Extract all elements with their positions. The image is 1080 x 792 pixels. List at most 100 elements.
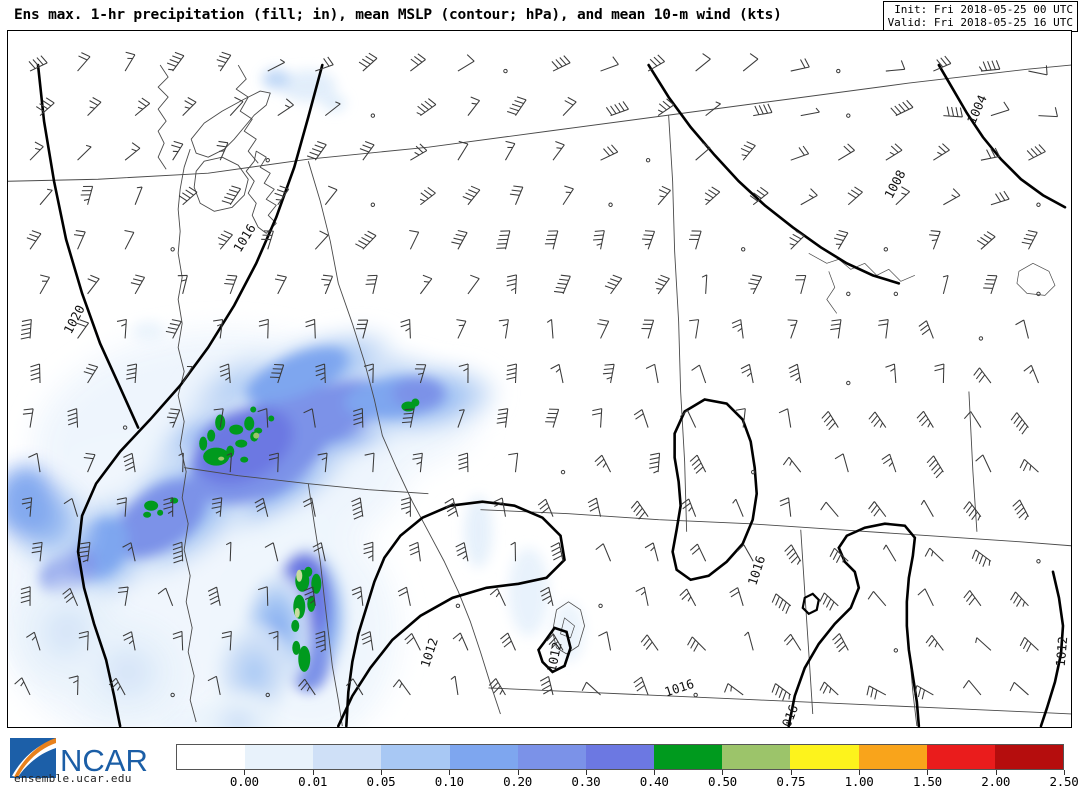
wind-barb [182, 365, 193, 384]
wind-barb [600, 144, 619, 161]
wind-barb [641, 230, 656, 250]
colorbar-segment-5 [517, 745, 586, 769]
colorbar-tick-6 [654, 770, 656, 775]
wind-barb [39, 274, 50, 295]
wind-barb-flag [30, 376, 41, 381]
wind-barb-shaft [419, 453, 423, 473]
wind-barb-flag [357, 595, 363, 600]
wind-barb-flag [455, 542, 465, 548]
wind-barb [28, 55, 48, 72]
wind-barb-flag [689, 319, 699, 322]
wind-barb-flag [975, 552, 980, 562]
wind-barb-flag [592, 412, 602, 416]
wind-barb-flag [303, 408, 313, 414]
map-canvas[interactable]: 1020 1016 1016 1016 1016 1012 1012 1012 1008 1004 [7, 30, 1072, 728]
wind-barb-shaft [219, 142, 229, 161]
wind-barb [1010, 412, 1029, 435]
great-salt-lake-outline [552, 601, 585, 655]
wind-barb [274, 185, 290, 206]
wind-barb-flag [835, 243, 842, 245]
wind-barb [456, 319, 467, 339]
wind-barb-flag [463, 367, 469, 372]
wind-barb-shaft [552, 633, 564, 651]
colorbar-segment-12 [994, 745, 1064, 769]
wind-barb-flag [1026, 150, 1035, 158]
wind-barb-flag [268, 457, 279, 461]
wind-barb-flag [541, 591, 550, 597]
idaho-lakes [560, 617, 575, 639]
wind-barb-shaft [600, 408, 603, 428]
wind-barb-flag [351, 586, 361, 591]
wind-barb-shaft [39, 277, 50, 295]
wind-barb-shaft [229, 542, 232, 562]
wind-barb-flag [494, 501, 504, 507]
wind-barb-flag [790, 324, 796, 327]
wind-barb-shaft [969, 590, 982, 607]
wind-barb-flag [548, 637, 557, 646]
wind-barb-flag [83, 456, 94, 460]
mslp-contour-1012-east-edge [1039, 570, 1065, 727]
wind-barb-calm-icon [883, 247, 889, 252]
wind-barb-calm-icon [740, 247, 746, 252]
wind-barb-flag [20, 586, 31, 590]
wind-barb-flag [749, 195, 759, 202]
wind-barb-shaft [419, 278, 433, 295]
mslp-contour-1012-loop [337, 500, 566, 727]
wind-barb-flag [819, 592, 825, 602]
wind-barb-flag [414, 56, 423, 63]
wind-barb-flag [210, 599, 220, 605]
wind-barb-flag [610, 105, 617, 114]
wind-barb-calm-icon [455, 603, 461, 609]
wind-barb [87, 274, 100, 295]
wind-barb-flag [736, 544, 745, 552]
wind-barb-shaft [495, 678, 506, 696]
colorbar-tick-11 [995, 770, 997, 775]
wind-barb-flag [1023, 364, 1032, 372]
wind-barb [170, 247, 175, 252]
wind-barb-flag [122, 542, 132, 548]
wind-barb-shaft [29, 62, 48, 72]
montana-dakota-border [668, 115, 688, 532]
wind-barb [635, 586, 649, 606]
wind-barb-flag [587, 497, 597, 504]
wind-barb [268, 630, 279, 651]
wind-barb-shaft [657, 104, 675, 117]
wind-barb-shaft [219, 408, 224, 428]
wind-barb-flag [609, 278, 620, 283]
wind-barb-shaft [695, 147, 711, 161]
wind-barb-shaft [643, 587, 649, 606]
wind-barb-flag [790, 555, 799, 564]
wind-barb [408, 541, 421, 562]
wind-barb-flag [934, 642, 938, 648]
wind-barb-shaft [687, 410, 697, 428]
wind-barb-flag [879, 422, 883, 428]
wind-barb-flag [506, 363, 517, 367]
wind-barb-flag [951, 194, 957, 199]
ncar-logo[interactable]: NCAR ensemble.ucar.edu [6, 736, 174, 790]
wind-barb-flag [542, 684, 551, 691]
wind-barb [1012, 499, 1029, 521]
wind-barb-flag [64, 591, 73, 599]
wind-barb-flag [219, 55, 229, 60]
wind-barb-shaft [990, 275, 998, 295]
wind-barb-flag [122, 631, 132, 637]
wind-barb-shaft [686, 588, 697, 607]
wind-barb [123, 452, 136, 473]
wind-barb-shaft [29, 319, 32, 339]
wind-barb [882, 544, 897, 562]
wind-barb-shaft [181, 542, 184, 562]
wind-barb-shaft [87, 101, 102, 116]
wind-barb-flag [644, 230, 655, 232]
wind-barb [306, 140, 327, 161]
colorbar[interactable]: 0.00 0.01 0.05 0.10 0.20 0.30 0.40 0.50 0.75 1.00… [176, 744, 1079, 789]
wind-barb-flag [78, 635, 89, 639]
wind-barb-flag [126, 372, 136, 376]
colorbar-segment-7 [654, 745, 723, 769]
wind-barb [314, 230, 329, 250]
wind-barb [397, 586, 411, 606]
wind-barb-flag [657, 278, 667, 283]
wind-barb-shaft [647, 320, 655, 339]
wind-barb-shaft [134, 103, 151, 117]
wind-barb [885, 60, 906, 72]
wind-barb-flag [695, 466, 704, 474]
